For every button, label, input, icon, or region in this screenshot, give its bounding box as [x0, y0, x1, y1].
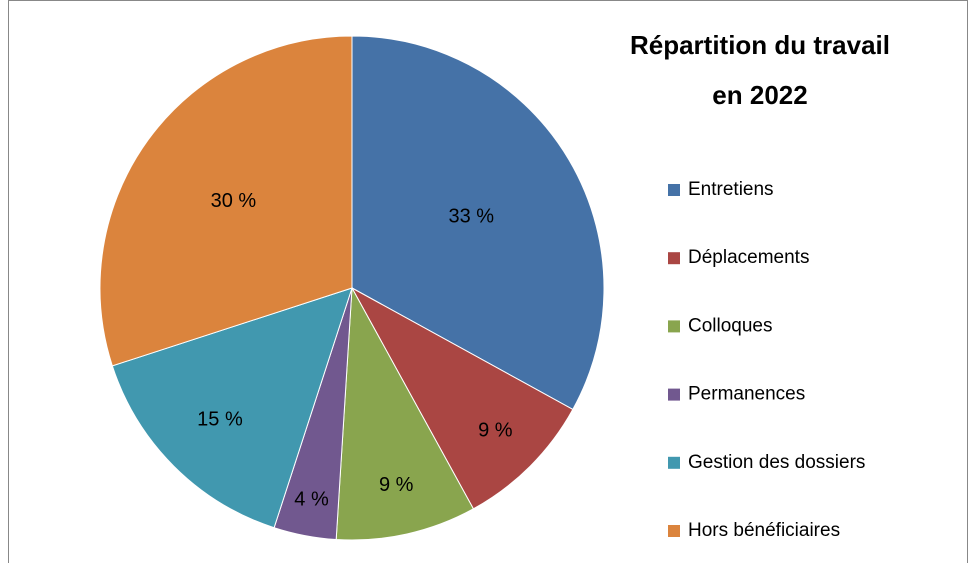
pie-slice — [99, 35, 353, 367]
data-label: 33 % — [449, 206, 495, 228]
data-label: 30 % — [211, 190, 257, 212]
legend-swatch — [668, 456, 680, 469]
title-line: Répartition du travail — [630, 30, 890, 60]
legend-label: Déplacements — [688, 247, 809, 268]
legend-label: Hors bénéficiaires — [688, 520, 840, 541]
legend-swatch — [668, 525, 680, 537]
legend-swatch — [668, 320, 680, 333]
title-line: en 2022 — [712, 80, 807, 110]
pie-slice — [350, 286, 574, 510]
legend-swatch — [668, 252, 680, 265]
data-label: 15 % — [197, 408, 243, 430]
data-label: 9 % — [379, 474, 414, 496]
legend-label: Gestion des dossiers — [688, 452, 865, 473]
legend-swatch — [668, 388, 680, 401]
legend-label: Permanences — [688, 384, 805, 405]
pie-slice — [351, 35, 605, 411]
legend-label: Entretiens — [688, 179, 774, 200]
chart-title: Répartition du travail en 2022 — [630, 30, 890, 110]
legend-label: Colloques — [688, 315, 773, 336]
pie-slice — [111, 287, 353, 529]
pie-slice — [335, 286, 475, 541]
data-label: 9 % — [478, 420, 513, 442]
data-label: 4 % — [294, 489, 329, 511]
legend-swatch — [668, 184, 680, 196]
